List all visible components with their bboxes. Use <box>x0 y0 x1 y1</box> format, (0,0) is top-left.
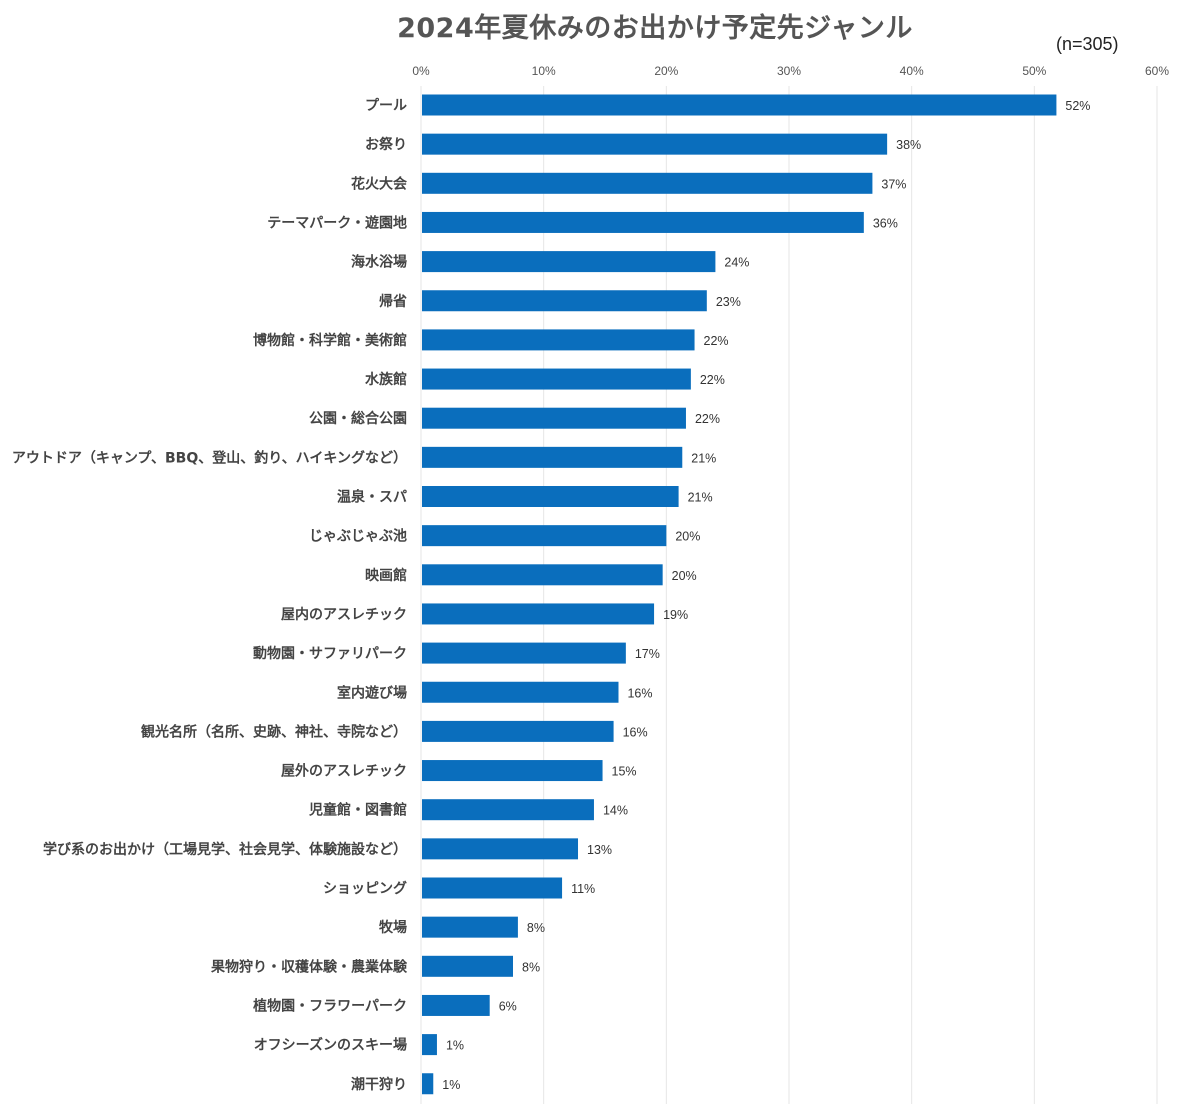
value-label: 15% <box>612 765 637 779</box>
category-label: お祭り <box>365 136 407 153</box>
bar <box>422 407 686 429</box>
value-labels: 52% 38% 37% 36% 24% 23% 22% 22% 22% 21% 21% 20% 20% 1… <box>442 99 1090 1092</box>
value-label: 13% <box>587 843 612 857</box>
value-label: 1% <box>442 1078 460 1092</box>
bar <box>422 603 655 625</box>
value-label: 38% <box>896 138 921 152</box>
category-label: 温泉・スパ <box>337 489 407 506</box>
value-label: 14% <box>603 804 628 818</box>
bars <box>422 94 1057 1095</box>
grid-lines <box>420 86 1158 1104</box>
bar <box>422 994 490 1016</box>
value-label: 16% <box>623 725 648 739</box>
category-labels: プールお祭り花火大会テーマパーク・遊園地海水浴場帰省博物館・科学館・美術館水族館… <box>12 98 408 1093</box>
category-label: 牧場 <box>379 919 407 936</box>
bar <box>422 133 888 155</box>
sample-size-note: (n=305) <box>1056 34 1119 54</box>
category-label: 公園・総合公園 <box>309 410 407 427</box>
value-label: 22% <box>704 334 729 348</box>
category-label: 屋外のアスレチック <box>281 763 407 780</box>
x-tick-label: 10% <box>532 64 556 78</box>
category-label: ショッピング <box>323 880 407 897</box>
bar <box>422 720 614 742</box>
value-label: 22% <box>700 373 725 387</box>
bar <box>422 94 1057 116</box>
x-tick-label: 30% <box>777 64 801 78</box>
value-label: 36% <box>873 216 898 230</box>
category-label: 帰省 <box>379 293 407 310</box>
category-label: アウトドア（キャンプ、BBQ、登山、釣り、ハイキングなど） <box>12 449 407 466</box>
bar <box>422 525 667 547</box>
value-label: 11% <box>571 882 595 896</box>
bar <box>422 211 864 233</box>
bar <box>422 642 626 664</box>
value-label: 6% <box>499 999 517 1013</box>
bar <box>422 564 663 586</box>
category-label: テーマパーク・遊園地 <box>267 214 407 231</box>
value-label: 22% <box>695 412 720 426</box>
bar <box>422 799 594 821</box>
category-label: 児童館・図書館 <box>308 802 407 819</box>
value-label: 37% <box>881 177 906 191</box>
value-label: 8% <box>527 921 545 935</box>
value-label: 19% <box>663 608 688 622</box>
x-axis-ticks: 0% 10% 20% 30% 40% 50% 60% <box>412 64 1169 78</box>
value-label: 24% <box>724 256 749 270</box>
bar <box>422 760 603 782</box>
category-label: 水族館 <box>365 371 407 388</box>
value-label: 21% <box>688 491 713 505</box>
value-label: 52% <box>1065 99 1090 113</box>
bar <box>422 251 716 273</box>
bar <box>422 1034 437 1056</box>
bar <box>422 916 518 938</box>
x-tick-label: 60% <box>1145 64 1169 78</box>
bar <box>422 172 873 194</box>
bar <box>422 838 579 860</box>
bar <box>422 486 679 507</box>
category-label: 植物園・フラワーパーク <box>252 997 407 1014</box>
bar <box>422 368 691 390</box>
category-label: 花火大会 <box>351 175 408 192</box>
category-label: 観光名所（名所、史跡、神社、寺院など） <box>141 723 407 740</box>
category-label: 屋内のアスレチック <box>281 606 407 623</box>
x-tick-label: 0% <box>412 64 430 78</box>
value-label: 23% <box>716 295 741 309</box>
value-label: 16% <box>627 686 652 700</box>
bar <box>422 681 619 703</box>
x-tick-label: 40% <box>900 64 924 78</box>
category-label: じゃぶじゃぶ池 <box>309 528 407 545</box>
value-label: 20% <box>672 569 697 583</box>
chart-title: 2024年夏休みのお出かけ予定先ジャンル <box>397 13 913 44</box>
category-label: 学び系のお出かけ（工場見学、社会見学、体験施設など） <box>43 841 407 858</box>
x-tick-label: 50% <box>1022 64 1046 78</box>
category-label: 動物園・サファリパーク <box>253 645 407 662</box>
category-label: 果物狩り・収穫体験・農業体験 <box>210 958 408 975</box>
x-tick-label: 20% <box>654 64 678 78</box>
category-label: 映画館 <box>365 567 407 584</box>
value-label: 8% <box>522 960 540 974</box>
bar <box>422 877 563 899</box>
category-label: 海水浴場 <box>351 254 407 271</box>
bar <box>422 446 683 468</box>
category-label: プール <box>365 98 407 114</box>
category-label: オフシーズンのスキー場 <box>254 1037 407 1054</box>
category-label: 潮干狩り <box>351 1076 407 1093</box>
value-label: 17% <box>635 647 660 661</box>
category-label: 博物館・科学館・美術館 <box>253 332 407 349</box>
category-label: 室内遊び場 <box>337 684 407 701</box>
bar <box>422 955 513 977</box>
bar <box>422 290 707 312</box>
value-label: 20% <box>675 530 700 544</box>
bar <box>422 329 695 351</box>
bar <box>422 1073 434 1095</box>
value-label: 21% <box>691 451 716 465</box>
value-label: 1% <box>446 1039 464 1053</box>
